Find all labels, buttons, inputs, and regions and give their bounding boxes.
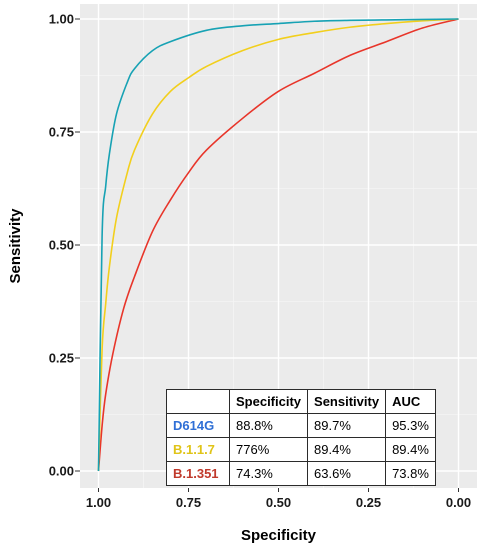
x-tick-label: 0.50	[266, 495, 291, 510]
table-header-row: Specificity Sensitivity AUC	[166, 389, 436, 414]
roc-curve-b-1-1-7	[97, 18, 459, 472]
sensitivity-cell: 89.4%	[307, 437, 387, 462]
variant-name: B.1.351	[166, 461, 230, 486]
column-header-auc: AUC	[385, 389, 436, 414]
table-row: B.1.351 74.3% 63.6% 73.8%	[166, 461, 436, 486]
y-tick-label: 0.25	[49, 351, 74, 366]
roc-curve-b-1-351	[97, 18, 459, 472]
auc-cell: 95.3%	[385, 413, 436, 438]
metrics-table: Specificity Sensitivity AUC D614G 88.8% …	[166, 389, 436, 486]
x-axis-title: Specificity	[241, 527, 317, 544]
y-axis-title: Sensitivity	[7, 208, 24, 284]
y-tick-label: 0.50	[49, 238, 74, 253]
auc-cell: 89.4%	[385, 437, 436, 462]
x-tick-label: 1.00	[86, 495, 111, 510]
y-tick-label: 0.00	[49, 464, 74, 479]
specificity-cell: 88.8%	[228, 413, 309, 438]
x-tick-label: 0.25	[356, 495, 381, 510]
specificity-cell: 74.3%	[228, 461, 309, 486]
roc-curve-d614g	[97, 18, 459, 472]
sensitivity-cell: 89.7%	[307, 413, 387, 438]
table-corner-cell	[166, 389, 230, 414]
sensitivity-cell: 63.6%	[307, 461, 387, 486]
x-tick-label: 0.75	[176, 495, 201, 510]
table-row: B.1.1.7 776% 89.4% 89.4%	[166, 437, 436, 462]
auc-cell: 73.8%	[385, 461, 436, 486]
table-row: D614G 88.8% 89.7% 95.3%	[166, 413, 436, 438]
y-tick-label: 0.75	[49, 125, 74, 140]
x-tick-label: 0.00	[446, 495, 471, 510]
column-header-specificity: Specificity	[228, 389, 309, 414]
variant-name: B.1.1.7	[166, 437, 230, 462]
variant-name: D614G	[166, 413, 230, 438]
y-tick-label: 1.00	[49, 12, 74, 27]
column-header-sensitivity: Sensitivity	[307, 389, 387, 414]
specificity-cell: 776%	[228, 437, 309, 462]
